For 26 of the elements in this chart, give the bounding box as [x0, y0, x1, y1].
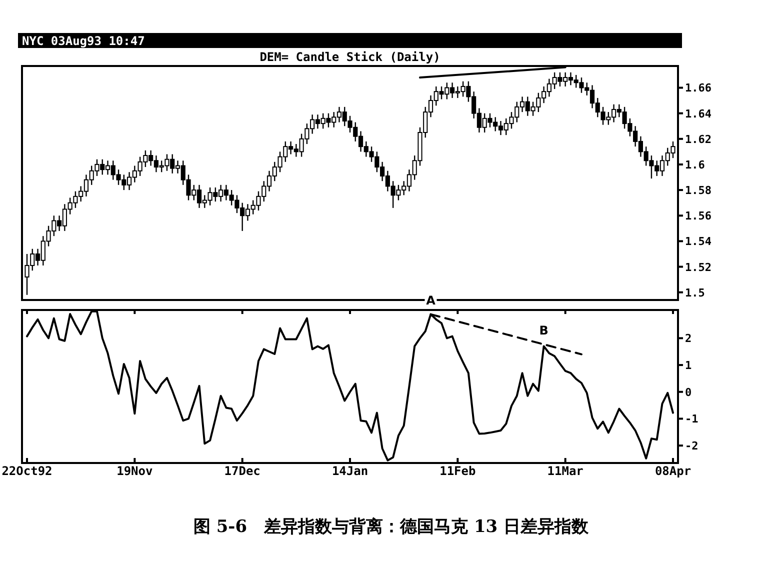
x-tick-label: 11Mar	[547, 464, 584, 478]
y-tick-label: 1.58	[685, 184, 712, 198]
x-tick-label: 14Jan	[332, 464, 368, 478]
data-label: B	[539, 323, 548, 338]
chart-title: DEM= Candle Stick (Daily)	[260, 50, 440, 64]
y-tick-label: 1.54	[685, 235, 712, 248]
x-tick-label: 08Apr	[654, 464, 692, 478]
y-tick-label: -1	[685, 412, 699, 426]
x-tick-label: 11Feb	[440, 464, 476, 478]
chart-subtitle: NYC 03Aug93 10:47	[22, 34, 145, 48]
y-tick-label: 1.5	[685, 286, 705, 300]
data-label: A	[426, 293, 436, 308]
x-tick-label: 22Oct92	[2, 464, 52, 478]
y-tick-label: 0	[685, 386, 692, 399]
y-tick-label: 1.66	[685, 82, 712, 95]
y-tick-label: 1.56	[685, 210, 712, 223]
caption: 图 5-6 差异指数与背离：德国马克 13 日差异指数	[193, 517, 590, 537]
x-tick-label: 19Nov	[116, 464, 153, 478]
y-tick-label: 1.64	[685, 107, 712, 120]
x-tick-label: 17Dec	[224, 464, 260, 478]
y-tick-label: 1.6	[685, 158, 706, 172]
y-tick-label: 2	[685, 332, 692, 346]
y-tick-label: 1.62	[685, 132, 712, 146]
y-tick-label: 1	[685, 359, 692, 372]
y-tick-label: -2	[685, 440, 698, 453]
y-tick-label: 1.52	[685, 260, 712, 274]
